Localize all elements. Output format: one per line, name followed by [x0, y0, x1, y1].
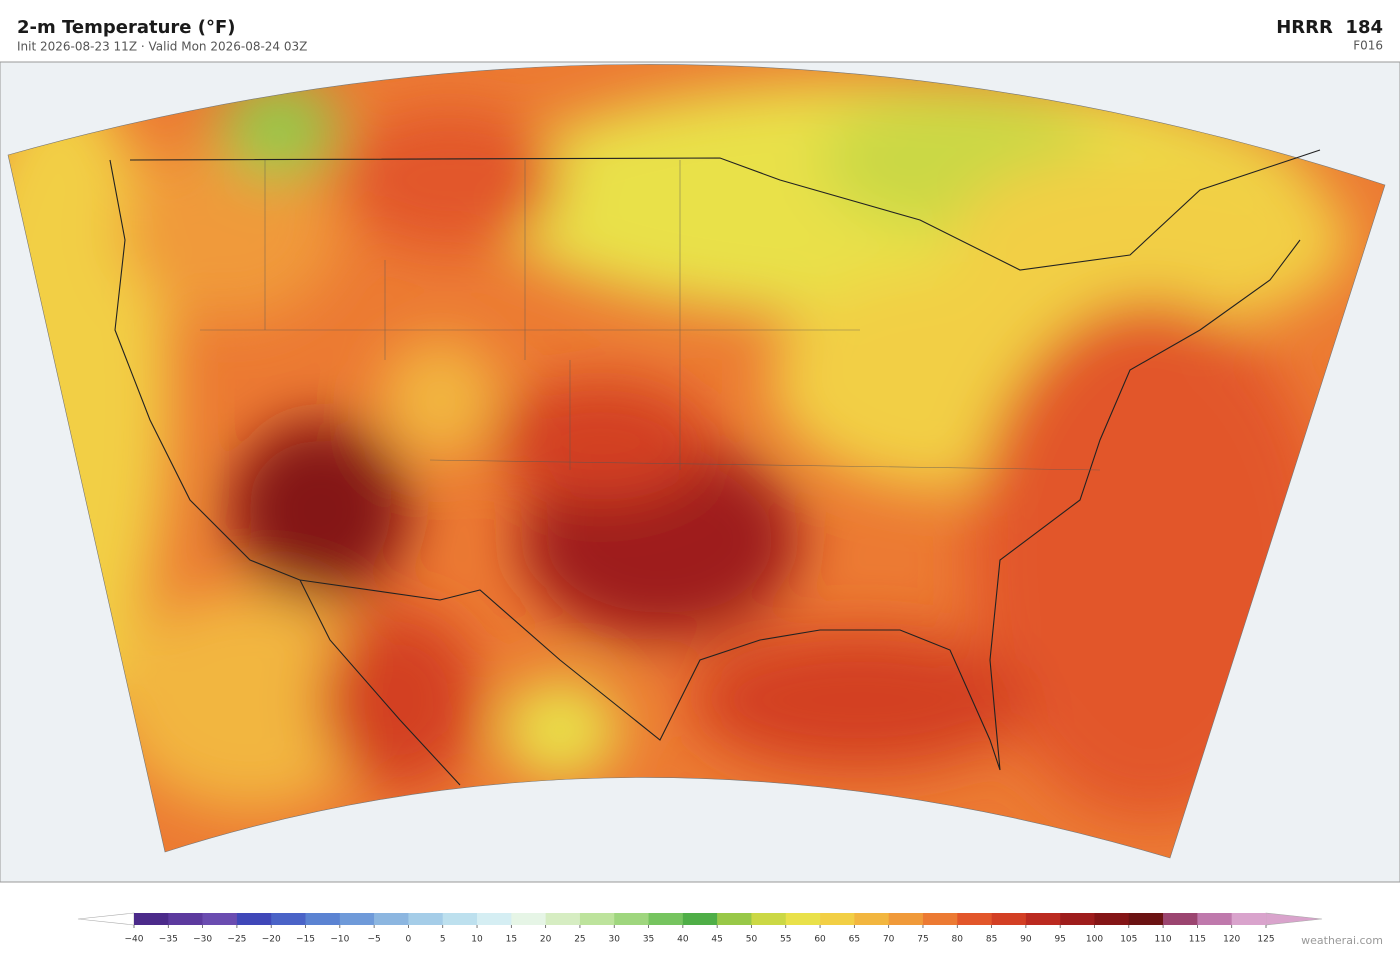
colorbar: −40 −35 −30 −25 −20 −15 −10 −5 0 5 10 15 20 25 30 35 40 4…: [77, 912, 1323, 945]
colorbar-bin: [888, 913, 924, 925]
colorbar-tick-label: −25: [227, 935, 246, 945]
colorbar-bin: [579, 913, 615, 925]
colorbar-bin: [202, 913, 238, 925]
colorbar-tick-label: 100: [1086, 935, 1103, 945]
colorbar-bin: [614, 913, 649, 925]
colorbar-tick-label: −15: [296, 935, 315, 945]
model-label: HRRR 184: [1276, 17, 1383, 38]
colorbar-bin: [922, 913, 958, 925]
colorbar-tick-label: 40: [677, 935, 689, 945]
colorbar-tick-label: −10: [330, 935, 349, 945]
colorbar-tick-label: 45: [711, 935, 722, 945]
colorbar-bin: [1163, 913, 1198, 925]
colorbar-bin: [1197, 913, 1232, 925]
colorbar-tick-label: 105: [1120, 935, 1137, 945]
colorbar-tick-label: 10: [471, 935, 483, 945]
colorbar-bin: [305, 913, 341, 925]
colorbar-bin: [545, 913, 581, 925]
colorbar-tick-label: 90: [1020, 935, 1032, 945]
colorbar-bin: [751, 913, 787, 925]
colorbar-tick-label: 110: [1154, 935, 1171, 945]
credit: weatherai.com: [1301, 934, 1383, 947]
colorbar-tick-label: 120: [1223, 935, 1240, 945]
colorbar-bin: [648, 913, 684, 925]
colorbar-bin: [991, 913, 1027, 925]
colorbar-over: [1265, 912, 1323, 926]
colorbar-bin: [374, 913, 409, 925]
colorbar-bin: [511, 913, 546, 925]
colorbar-bin: [168, 913, 203, 925]
colorbar-tick-label: −5: [367, 935, 380, 945]
colorbar-tick-label: 85: [986, 935, 997, 945]
forecast-hour: F016: [1353, 39, 1383, 53]
colorbar-bin: [717, 913, 752, 925]
coastline: [109, 149, 1321, 786]
colorbar-tick-label: −30: [193, 935, 212, 945]
colorbar-bin: [1060, 913, 1095, 925]
colorbar-tick-label: 5: [440, 935, 446, 945]
colorbar-tick-label: 125: [1257, 935, 1274, 945]
colorbar-tick-label: 0: [406, 935, 412, 945]
colorbar-bin: [1094, 913, 1130, 925]
colorbar-bin: [271, 913, 306, 925]
colorbar-tick-label: 15: [506, 935, 517, 945]
subtitle: Init 2026-08-23 11Z · Valid Mon 2026-08-…: [17, 40, 307, 54]
colorbar-tick-label: 65: [849, 935, 860, 945]
colorbar-tick-label: −20: [262, 935, 281, 945]
colorbar-tick-label: 115: [1189, 935, 1206, 945]
colorbar-bin: [1128, 913, 1164, 925]
colorbar-tick-label: 35: [643, 935, 654, 945]
colorbar-bin: [785, 913, 821, 925]
colorbar-bin: [1025, 913, 1061, 925]
colorbar-bin: [682, 913, 718, 925]
colorbar-tick-label: 20: [540, 935, 552, 945]
colorbar-bin: [339, 913, 375, 925]
colorbar-tick-label: 75: [917, 935, 928, 945]
colorbar-bin: [820, 913, 855, 925]
colorbar-bin: [1231, 913, 1267, 925]
colorbar-tick-label: 60: [814, 935, 826, 945]
colorbar-bin: [477, 913, 512, 925]
colorbar-bin: [854, 913, 889, 925]
colorbar-tick-label: 25: [574, 935, 585, 945]
colorbar-bin: [408, 913, 444, 925]
colorbar-bin: [236, 913, 272, 925]
colorbar-tick-label: 55: [780, 935, 791, 945]
colorbar-bin: [442, 913, 478, 925]
state-borders: [200, 160, 1101, 471]
colorbar-tick-label: −40: [125, 935, 144, 945]
colorbar-tick-label: 95: [1054, 935, 1065, 945]
colorbar-tick-label: 30: [609, 935, 621, 945]
colorbar-tick-label: 70: [883, 935, 895, 945]
title: 2-m Temperature (°F): [17, 17, 236, 38]
colorbar-bin: [957, 913, 992, 925]
map: [0, 61, 1400, 883]
colorbar-bin: [134, 913, 169, 925]
colorbar-under: [77, 912, 135, 926]
colorbar-tick-label: 50: [746, 935, 758, 945]
temperature-field: [8, 64, 1385, 858]
colorbar-tick-label: −35: [159, 935, 178, 945]
colorbar-tick-label: 80: [952, 935, 964, 945]
